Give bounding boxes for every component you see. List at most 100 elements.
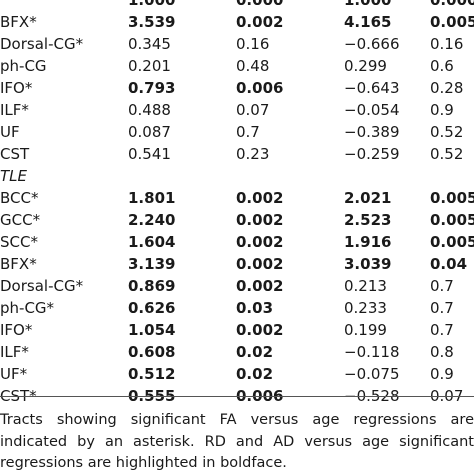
rd-p-value: 0.7 [236, 123, 260, 141]
table-row: SCC* 1.604 0.002 1.916 0.005 [0, 231, 474, 253]
rd-p-value: 0.002 [236, 211, 284, 229]
table-body-top: 1.000 0.000 1.000 0.000 BFX* 3.539 0.002 4.165 0… [0, 0, 474, 165]
ad-beta: −0.118 [344, 343, 400, 361]
ad-beta: −0.643 [344, 79, 400, 97]
table-row: UF 0.087 0.7 −0.389 0.52 [0, 121, 474, 143]
ad-beta: 4.165 [344, 13, 392, 31]
table-row: Dorsal-CG* 0.869 0.002 0.213 0.7 [0, 275, 474, 297]
table-row: BFX* 3.539 0.002 4.165 0.005 [0, 11, 474, 33]
rd-beta: 1.000 [128, 0, 176, 9]
rd-beta: 1.054 [128, 321, 176, 339]
section-label-tle: TLE [0, 165, 474, 187]
tract-name: IFO* [0, 321, 33, 339]
ad-beta: −0.075 [344, 365, 400, 383]
rd-beta: 0.345 [128, 35, 171, 53]
ad-beta: 2.523 [344, 211, 392, 229]
table-row: ph-CG* 0.626 0.03 0.233 0.7 [0, 297, 474, 319]
tract-name: ph-CG [0, 57, 47, 75]
rd-beta: 1.604 [128, 233, 176, 251]
rd-p-value: 0.02 [236, 343, 274, 361]
rd-beta: 0.488 [128, 101, 171, 119]
rd-p-value: 0.002 [236, 321, 284, 339]
table-row: IFO* 0.793 0.006 −0.643 0.28 [0, 77, 474, 99]
rd-beta: 0.869 [128, 277, 176, 295]
table-footnote: Tracts showing significant FA versus age… [0, 412, 474, 471]
tract-name: Dorsal-CG* [0, 277, 84, 295]
ad-beta: 1.000 [344, 0, 392, 9]
rd-p-value: 0.000 [236, 0, 284, 9]
ad-p-value: 0.7 [430, 299, 454, 317]
table-row: ILF* 0.488 0.07 −0.054 0.9 [0, 99, 474, 121]
ad-p-value: 0.28 [430, 79, 464, 97]
ad-p-value: 0.9 [430, 365, 454, 383]
table-row: ILF* 0.608 0.02 −0.118 0.8 [0, 341, 474, 363]
ad-p-value: 0.8 [430, 343, 454, 361]
ad-p-value: 0.04 [430, 255, 468, 273]
rd-p-value: 0.002 [236, 233, 284, 251]
rd-beta: 0.793 [128, 79, 176, 97]
rd-p-value: 0.48 [236, 57, 270, 75]
tract-name: UF* [0, 365, 28, 383]
ad-p-value: 0.6 [430, 57, 454, 75]
table-row: UF* 0.512 0.02 −0.075 0.9 [0, 363, 474, 385]
tract-name: ILF* [0, 101, 29, 119]
ad-p-value: 0.005 [430, 13, 474, 31]
ad-beta: 0.299 [344, 57, 387, 75]
table-row: ph-CG 0.201 0.48 0.299 0.6 [0, 55, 474, 77]
rd-beta: 0.201 [128, 57, 171, 75]
ad-beta: 1.916 [344, 233, 392, 251]
ad-p-value: 0.000 [430, 0, 474, 9]
table-body-bottom: BCC* 1.801 0.002 2.021 0.005 GCC* 2.240 0.002 2.… [0, 187, 474, 407]
ad-p-value: 0.52 [430, 145, 464, 163]
rd-p-value: 0.002 [236, 255, 284, 273]
rd-beta: 0.626 [128, 299, 176, 317]
ad-beta: 3.039 [344, 255, 392, 273]
table-row: BFX* 3.139 0.002 3.039 0.04 [0, 253, 474, 275]
regression-table: 1.000 0.000 1.000 0.000 BFX* 3.539 0.002 4.165 0… [0, 0, 474, 407]
rd-p-value: 0.002 [236, 13, 284, 31]
tract-name: GCC* [0, 211, 41, 229]
table-row: Dorsal-CG* 0.345 0.16 −0.666 0.16 [0, 33, 474, 55]
table-row: GCC* 2.240 0.002 2.523 0.005 [0, 209, 474, 231]
rd-p-value: 0.03 [236, 299, 274, 317]
rd-beta: 0.608 [128, 343, 176, 361]
rd-beta: 3.539 [128, 13, 176, 31]
ad-p-value: 0.9 [430, 101, 454, 119]
rd-p-value: 0.002 [236, 189, 284, 207]
table-row: IFO* 1.054 0.002 0.199 0.7 [0, 319, 474, 341]
ad-beta: 2.021 [344, 189, 392, 207]
tract-name: ILF* [0, 343, 29, 361]
ad-p-value: 0.005 [430, 233, 474, 251]
rd-p-value: 0.002 [236, 277, 284, 295]
rd-p-value: 0.006 [236, 79, 284, 97]
section-label-text: TLE [0, 167, 27, 185]
rd-beta: 0.512 [128, 365, 176, 383]
ad-p-value: 0.52 [430, 123, 464, 141]
ad-beta: −0.259 [344, 145, 400, 163]
table-row: 1.000 0.000 1.000 0.000 [0, 0, 474, 11]
tract-name: Dorsal-CG* [0, 35, 84, 53]
ad-beta: −0.389 [344, 123, 400, 141]
rd-beta: 0.087 [128, 123, 171, 141]
ad-p-value: 0.005 [430, 189, 474, 207]
rd-beta: 1.801 [128, 189, 176, 207]
rd-p-value: 0.16 [236, 35, 270, 53]
rd-p-value: 0.02 [236, 365, 274, 383]
rd-beta: 3.139 [128, 255, 176, 273]
tract-name: BCC* [0, 189, 39, 207]
ad-p-value: 0.005 [430, 211, 474, 229]
ad-beta: 0.233 [344, 299, 387, 317]
rd-p-value: 0.23 [236, 145, 270, 163]
ad-beta: 0.213 [344, 277, 387, 295]
table-row: BCC* 1.801 0.002 2.021 0.005 [0, 187, 474, 209]
tract-name: ph-CG* [0, 299, 55, 317]
ad-p-value: 0.16 [430, 35, 464, 53]
tract-name: BFX* [0, 255, 37, 273]
table-row: CST 0.541 0.23 −0.259 0.52 [0, 143, 474, 165]
ad-p-value: 0.7 [430, 277, 454, 295]
ad-beta: −0.054 [344, 101, 400, 119]
ad-beta: 0.199 [344, 321, 387, 339]
ad-beta: −0.666 [344, 35, 400, 53]
rd-beta: 2.240 [128, 211, 176, 229]
rd-p-value: 0.07 [236, 101, 270, 119]
